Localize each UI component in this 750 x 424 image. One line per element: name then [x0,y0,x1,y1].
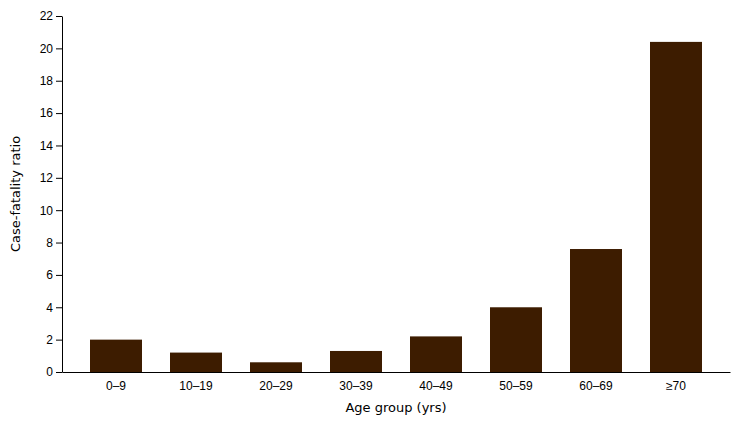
y-tick-mark [56,307,62,308]
x-tick-label: 50–59 [499,379,533,393]
bar [170,353,222,372]
y-tick: 0 [46,365,62,379]
y-tick-label: 14 [40,139,54,153]
y-tick: 2 [46,333,62,347]
chart: 0 2 4 6 8 10 12 14 16 18 20 22 0–9 10–19 20–29 30–39 40–… [0,0,750,424]
x-tick-label: ≥70 [666,379,686,393]
x-axis-title: Age group (yrs) [345,400,446,415]
y-tick-mark [56,210,62,211]
bars [90,42,702,372]
y-tick-mark [56,275,62,276]
y-tick-label: 10 [40,204,54,218]
plot: 0 2 4 6 8 10 12 14 16 18 20 22 0–9 10–19 20–29 30–39 40–… [40,9,731,392]
y-axis-line [62,17,63,373]
y-tick-label: 12 [40,171,54,185]
y-tick-mark [56,178,62,179]
x-tick: 20–29 [259,379,293,393]
x-tick: 40–49 [419,379,453,393]
y-tick: 20 [40,42,62,56]
y-tick-label: 4 [46,301,53,315]
y-tick: 4 [46,301,62,315]
y-tick: 6 [46,268,62,282]
x-axis-line [63,372,731,373]
y-tick-label: 18 [40,74,54,88]
y-tick: 14 [40,139,62,153]
y-tick: 12 [40,171,62,185]
y-tick-mark [56,372,62,373]
y-tick-mark [56,16,62,17]
y-tick: 18 [40,74,62,88]
x-tick-label: 60–69 [579,379,613,393]
y-tick: 22 [40,9,62,23]
x-tick: 0–9 [106,379,126,393]
x-tick-label: 20–29 [259,379,293,393]
y-tick-label: 2 [46,333,53,347]
x-tick-label: 0–9 [106,379,126,393]
x-tick-label: 40–49 [419,379,453,393]
x-tick: ≥70 [666,379,686,393]
y-tick-label: 22 [40,9,54,23]
bar [570,249,622,372]
y-axis: 0 2 4 6 8 10 12 14 16 18 20 22 [40,9,63,379]
y-tick-mark [56,340,62,341]
y-tick-label: 0 [46,365,53,379]
bar [250,362,302,372]
y-tick-mark [56,113,62,114]
bar [650,42,702,372]
x-tick: 30–39 [339,379,373,393]
y-tick-mark [56,81,62,82]
bar [490,307,542,372]
y-tick-label: 20 [40,42,54,56]
y-tick: 10 [40,204,62,218]
x-tick-label: 30–39 [339,379,373,393]
x-tick-label: 10–19 [179,379,213,393]
y-tick: 16 [40,106,62,120]
bar [330,351,382,372]
bar [410,336,462,372]
y-tick-mark [56,243,62,244]
x-tick: 60–69 [579,379,613,393]
y-tick-mark [56,145,62,146]
x-tick: 50–59 [499,379,533,393]
y-tick-label: 6 [46,268,53,282]
x-axis: 0–9 10–19 20–29 30–39 40–49 50–59 60–69 ≥70 [63,373,731,393]
y-tick-label: 8 [46,236,53,250]
y-tick-label: 16 [40,106,54,120]
y-tick-mark [56,48,62,49]
bar [90,340,142,372]
y-axis-title: Case-fatality ratio [8,136,23,252]
y-tick: 8 [46,236,62,250]
x-tick: 10–19 [179,379,213,393]
